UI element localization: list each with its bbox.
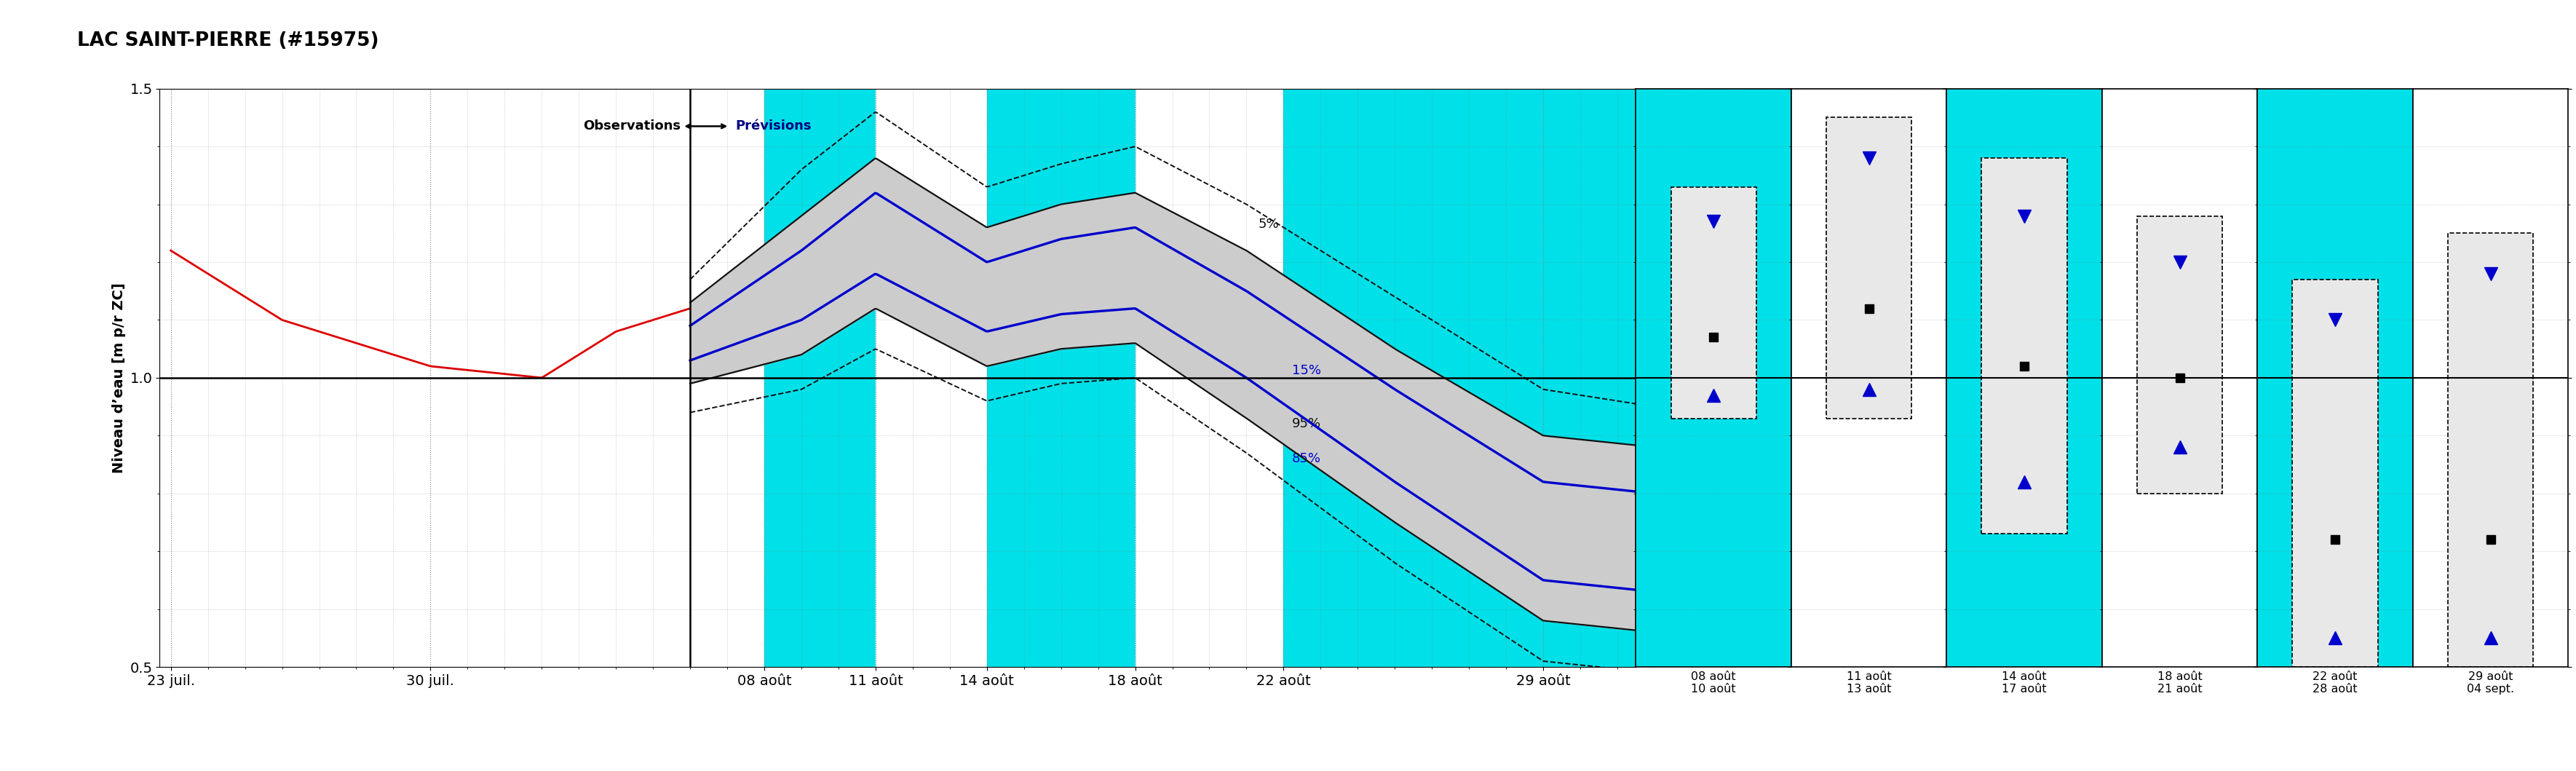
Text: 85%: 85% bbox=[1293, 452, 1321, 465]
X-axis label: 11 août
13 août: 11 août 13 août bbox=[1847, 671, 1891, 695]
Text: 5%: 5% bbox=[1257, 217, 1278, 231]
Bar bbox=[1136, 89, 1283, 667]
Bar bbox=[1826, 117, 1911, 418]
Y-axis label: Niveau d’eau [m p/r ZC]: Niveau d’eau [m p/r ZC] bbox=[113, 282, 126, 473]
X-axis label: 14 août
17 août: 14 août 17 août bbox=[2002, 671, 2048, 695]
Bar bbox=[2447, 233, 2532, 667]
Bar bbox=[2138, 216, 2223, 493]
Text: 15%: 15% bbox=[1293, 364, 1321, 377]
Bar bbox=[1672, 187, 1757, 418]
Text: Prévisions: Prévisions bbox=[734, 120, 811, 133]
Text: 95%: 95% bbox=[1293, 417, 1321, 430]
X-axis label: 18 août
21 août: 18 août 21 août bbox=[2156, 671, 2202, 695]
X-axis label: 22 août
28 août: 22 août 28 août bbox=[2313, 671, 2357, 695]
X-axis label: 08 août
10 août: 08 août 10 août bbox=[1692, 671, 1736, 695]
Bar bbox=[876, 89, 987, 667]
Bar bbox=[2293, 280, 2378, 667]
Text: LAC SAINT-PIERRE (#15975): LAC SAINT-PIERRE (#15975) bbox=[77, 31, 379, 50]
Bar bbox=[765, 89, 876, 667]
Bar bbox=[987, 89, 1136, 667]
Text: Observations: Observations bbox=[582, 120, 680, 133]
Bar bbox=[1283, 89, 1765, 667]
Bar bbox=[690, 89, 765, 667]
Bar bbox=[1981, 158, 2066, 534]
X-axis label: 29 août
04 sept.: 29 août 04 sept. bbox=[2468, 671, 2514, 695]
